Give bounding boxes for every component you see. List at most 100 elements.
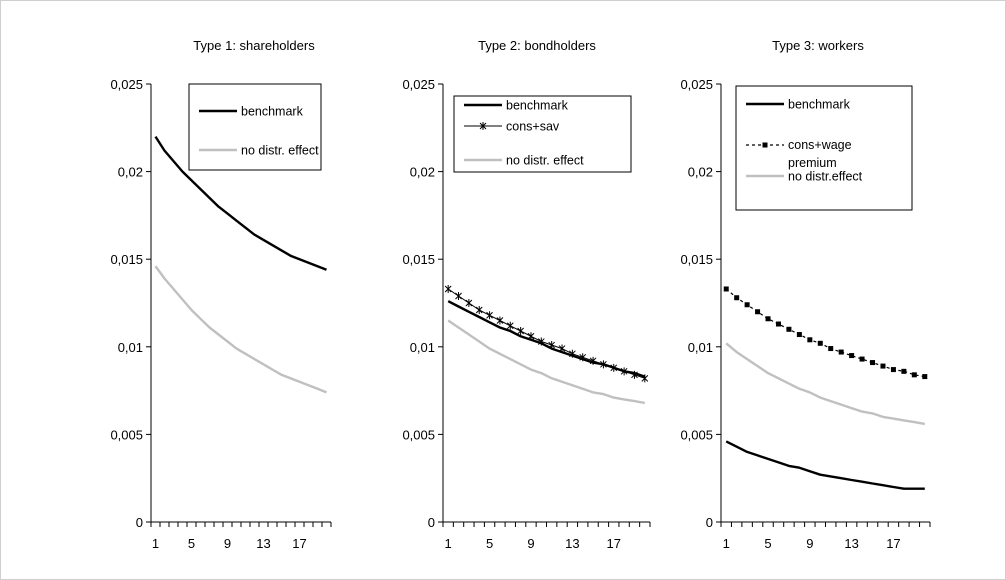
data-point — [911, 372, 917, 378]
data-point — [600, 360, 607, 369]
y-tick-label: 0,005 — [402, 427, 435, 442]
x-tick-label: 9 — [806, 536, 813, 551]
panel-title: Type 1: shareholders — [193, 38, 315, 53]
chart-panel-2: Type 2: bondholders 0 0,005 0,01 0,015 0,02 0,… — [402, 38, 651, 551]
data-point — [620, 367, 628, 376]
data-point — [734, 295, 740, 301]
series-line — [725, 342, 926, 426]
series-line — [725, 288, 925, 378]
panel-title: Type 2: bondholders — [478, 38, 596, 53]
data-point — [838, 349, 844, 355]
legend-label: no distr.effect — [788, 170, 863, 184]
x-tick-label: 9 — [224, 536, 231, 551]
legend-item: cons+sav — [464, 120, 560, 134]
x-tick-label: 13 — [565, 536, 579, 551]
chart-panel-1: Type 1: shareholders 0 0,005 0,01 0,015 0,02 0… — [110, 38, 332, 551]
x-tick-label: 17 — [607, 536, 621, 551]
legend-item: no distr.effect — [746, 170, 863, 184]
legend-box — [735, 85, 913, 211]
series-line — [154, 265, 327, 394]
series-1 — [725, 440, 925, 490]
x-tick-label: 1 — [152, 536, 159, 551]
data-point — [755, 309, 761, 315]
series-2 — [444, 284, 649, 383]
legend-marker — [762, 142, 768, 148]
x-tick-label: 17 — [292, 536, 306, 551]
data-point — [496, 316, 504, 325]
data-point — [807, 337, 813, 343]
x-tick-label: 13 — [256, 536, 270, 551]
data-point — [506, 321, 514, 330]
series-line — [447, 319, 646, 405]
series-1 — [447, 300, 646, 378]
x-tick-label: 9 — [527, 536, 534, 551]
data-point — [569, 349, 576, 358]
x-tick-label: 13 — [844, 536, 858, 551]
legend-label: premium — [788, 156, 837, 170]
chart-panel-3: Type 3: workers 0 0,005 0,01 0,015 0,02 0,025 1… — [680, 38, 931, 551]
y-tick-label: 0,015 — [680, 252, 713, 267]
series-line — [725, 440, 925, 490]
legend-item: no distr. effect — [464, 154, 584, 168]
series-line — [154, 135, 327, 271]
data-point — [723, 286, 729, 292]
y-tick-label: 0,01 — [118, 340, 143, 355]
data-point — [775, 321, 781, 327]
data-point — [817, 340, 823, 346]
y-tick-label: 0,005 — [680, 427, 713, 442]
y-tick-label: 0,02 — [688, 165, 713, 180]
y-tick-label: 0,01 — [410, 340, 435, 355]
legend-box — [188, 83, 322, 171]
data-point — [922, 374, 928, 380]
series-line — [447, 300, 646, 378]
y-tick-label: 0,02 — [118, 165, 143, 180]
y-tick-label: 0,015 — [110, 252, 143, 267]
data-point — [527, 332, 535, 341]
data-point — [786, 326, 792, 332]
legend-item: no distr. effect — [199, 144, 319, 158]
data-point — [849, 353, 855, 359]
data-point — [444, 284, 452, 293]
x-tick-label: 5 — [764, 536, 771, 551]
series-2 — [723, 286, 928, 380]
data-point — [641, 374, 649, 383]
data-point — [465, 299, 473, 307]
data-point — [475, 306, 483, 315]
series-3 — [725, 342, 926, 426]
legend-item: benchmark — [746, 98, 851, 112]
series-3 — [447, 319, 646, 405]
legend-item: benchmark — [464, 99, 569, 113]
legend-label: cons+sav — [506, 120, 560, 134]
data-point — [796, 332, 802, 338]
y-tick-label: 0,005 — [110, 427, 143, 442]
y-tick-label: 0,025 — [110, 77, 143, 92]
data-point — [859, 356, 865, 362]
y-tick-label: 0 — [706, 515, 713, 530]
data-point — [589, 356, 597, 365]
x-tick-label: 5 — [486, 536, 493, 551]
data-point — [890, 367, 896, 373]
data-point — [517, 327, 524, 336]
legend: benchmark no distr. effect — [188, 83, 322, 171]
panel-title: Type 3: workers — [772, 38, 864, 53]
y-tick-label: 0,025 — [680, 77, 713, 92]
legend-label: cons+wage — [788, 138, 852, 152]
legend-label: no distr. effect — [241, 144, 319, 158]
legend-item: cons+wage premium — [746, 138, 852, 170]
data-point — [537, 337, 545, 346]
y-tick-label: 0,015 — [402, 252, 435, 267]
data-point — [558, 344, 566, 353]
legend-label: benchmark — [506, 99, 569, 113]
legend-marker — [479, 122, 487, 130]
x-tick-label: 17 — [886, 536, 900, 551]
data-point — [744, 302, 750, 308]
series-line — [447, 288, 645, 379]
data-point — [765, 316, 771, 322]
legend: benchmark cons+sav no distr. effect — [453, 95, 632, 173]
data-point — [870, 360, 876, 366]
y-tick-label: 0 — [428, 515, 435, 530]
y-tick-label: 0 — [136, 515, 143, 530]
data-point — [455, 291, 462, 300]
legend-label: benchmark — [788, 98, 851, 112]
data-point — [486, 311, 493, 320]
